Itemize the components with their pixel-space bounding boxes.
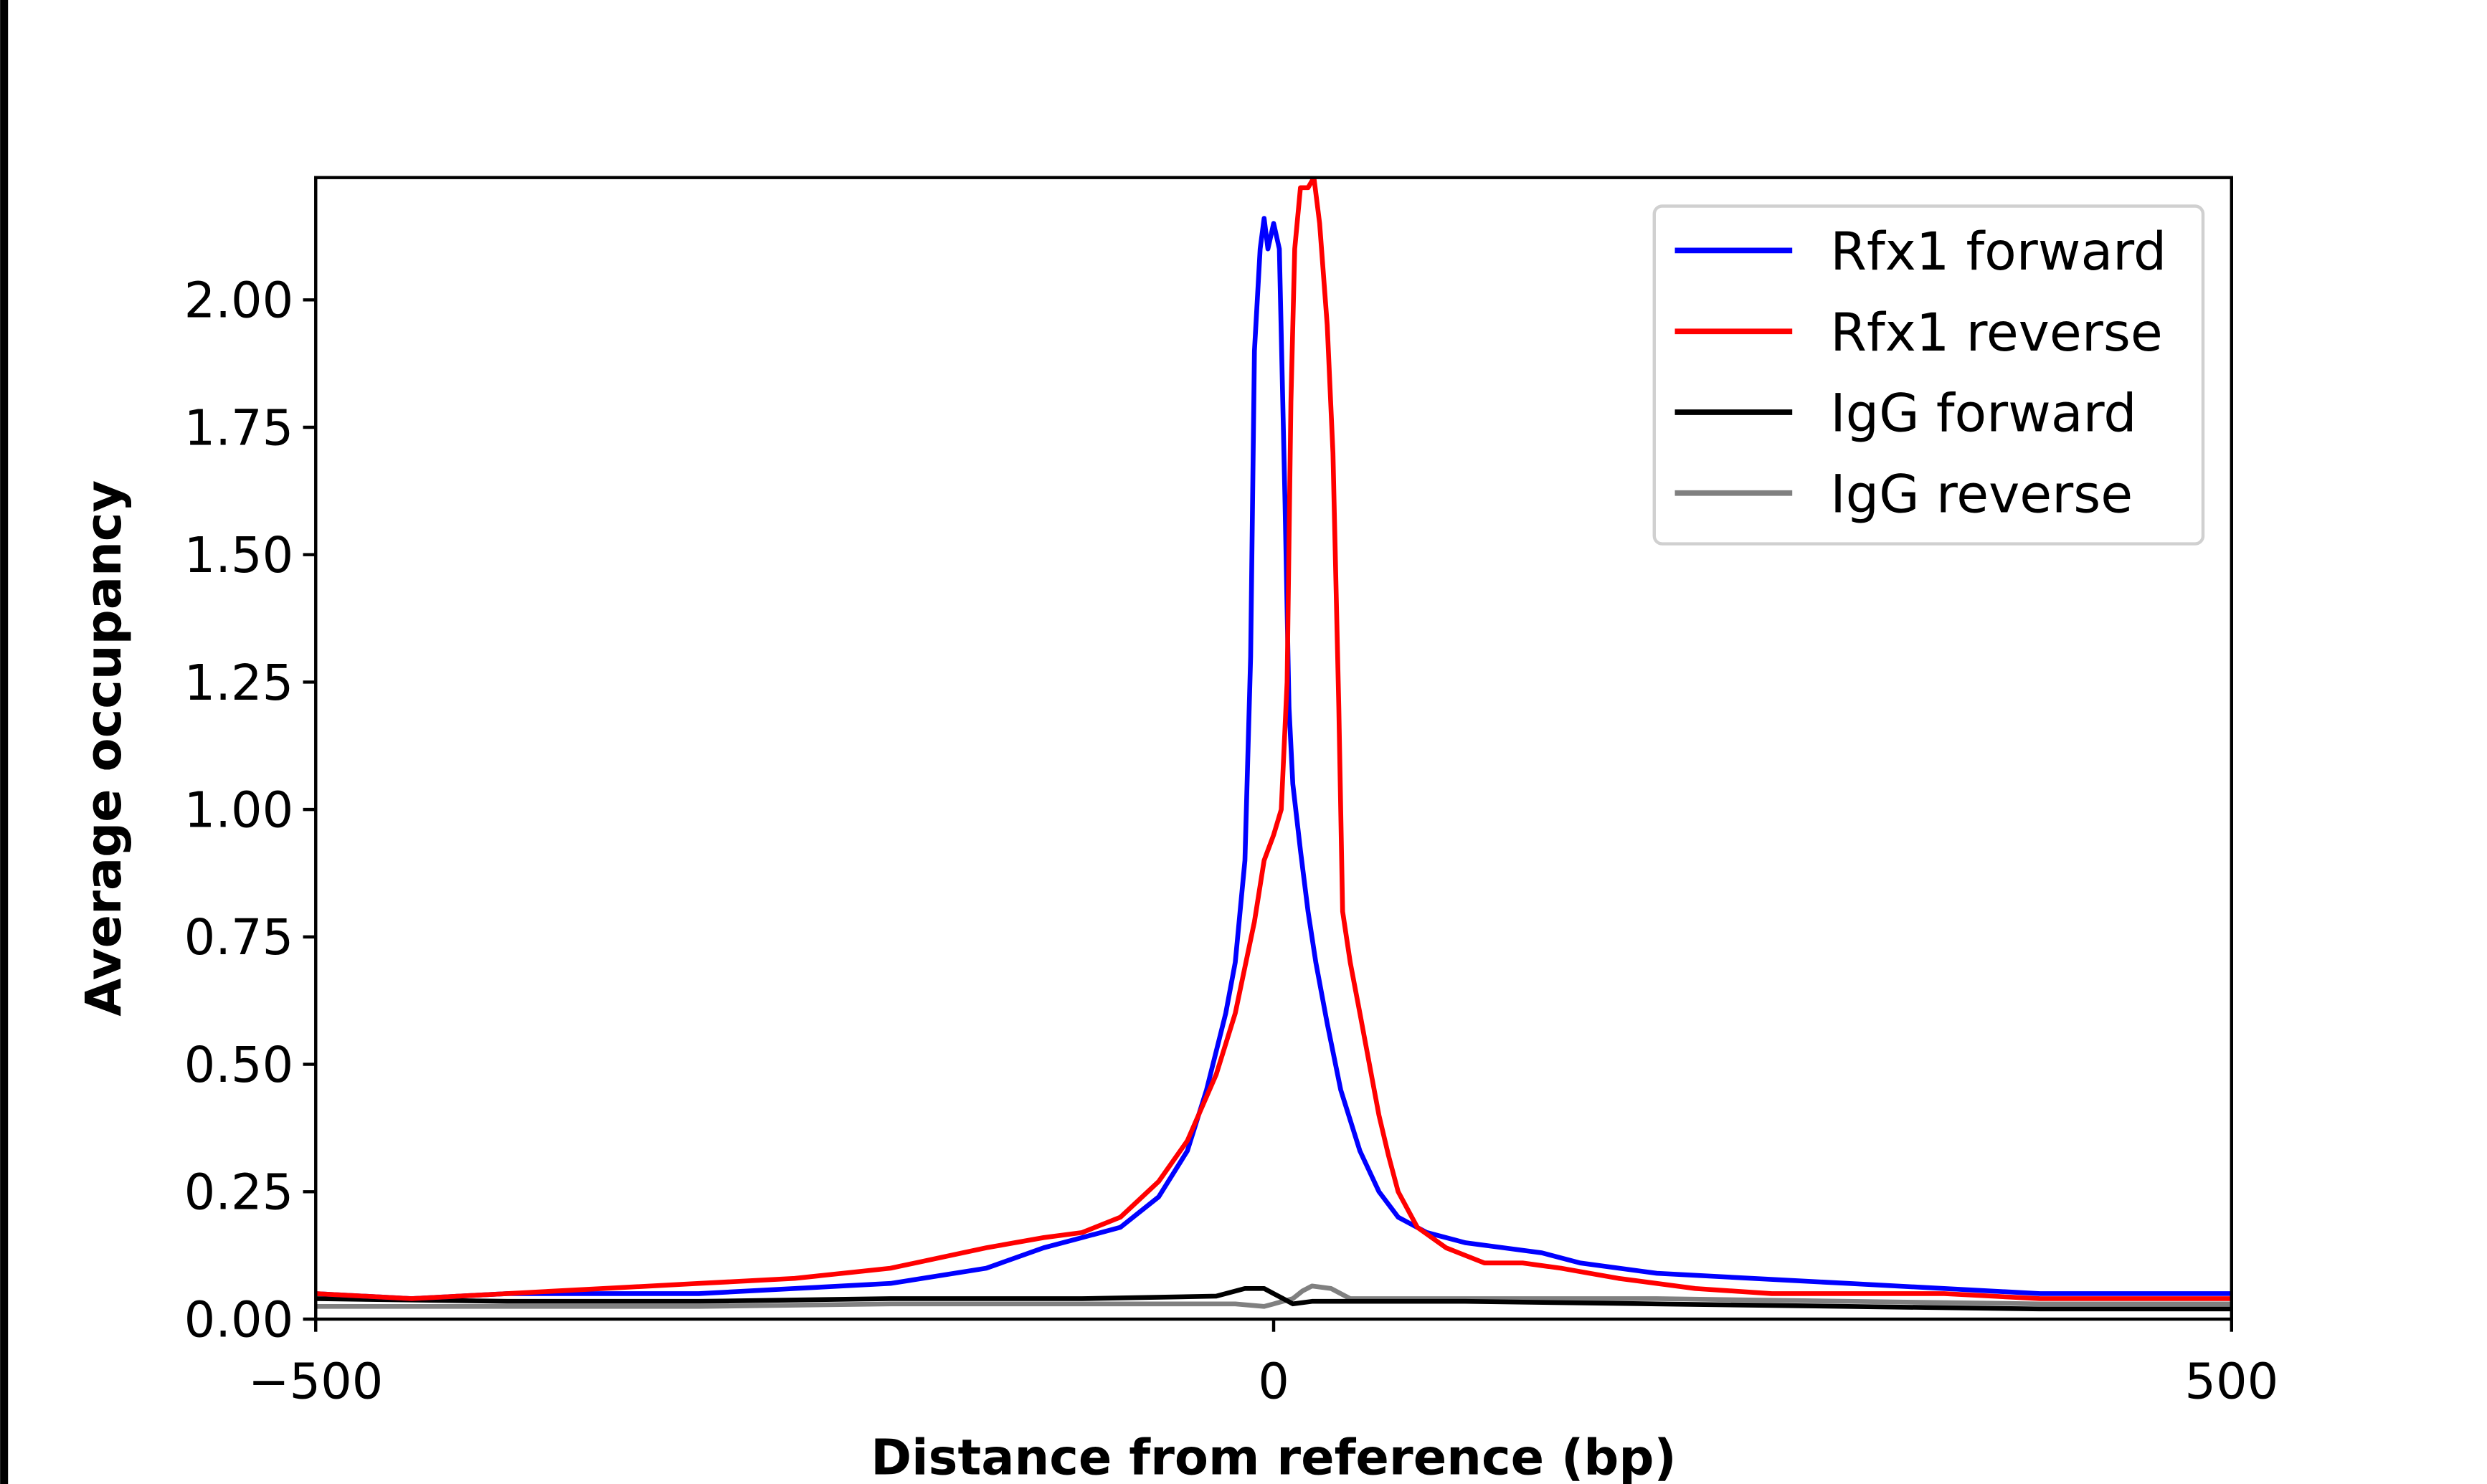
x-tick-label: 0 [1258, 1354, 1289, 1411]
y-axis: 0.00 0.25 0.50 0.75 1.00 1.25 1.50 1.75 2.00 [184, 272, 316, 1349]
legend-label: IgG forward [1830, 384, 2136, 444]
legend-box [1652, 204, 2205, 546]
series-lines [316, 177, 2232, 1312]
x-tick-label: −500 [248, 1354, 383, 1411]
y-tick-label: 0.25 [184, 1164, 294, 1222]
legend-label: Rfx1 forward [1830, 222, 2166, 282]
x-axis: −500 0 500 [248, 1319, 2278, 1411]
y-tick-label: 0.75 [184, 909, 294, 966]
x-tick-label: 500 [2184, 1354, 2278, 1411]
legend: Rfx1 forward Rfx1 reverse IgG forward IgG r… [1652, 204, 2205, 546]
y-tick-label: 0.50 [184, 1037, 294, 1094]
series-line-igg-forward [316, 1286, 2232, 1312]
legend-label: Rfx1 reverse [1830, 303, 2162, 363]
series-line-rfx1-forward [316, 216, 2232, 1301]
y-tick-label: 0.00 [184, 1291, 294, 1349]
left-border [0, 0, 9, 1484]
series-line-rfx1-reverse [316, 177, 2232, 1301]
y-tick-label: 1.50 [184, 527, 294, 584]
x-axis-label: Distance from reference (bp) [871, 1430, 1677, 1484]
series-line-igg-reverse [316, 1283, 2232, 1309]
legend-label: IgG reverse [1830, 464, 2133, 525]
y-tick-label: 2.00 [184, 272, 294, 330]
y-tick-label: 1.75 [184, 399, 294, 457]
y-axis-label: Average occupancy [75, 480, 133, 1017]
y-tick-label: 1.00 [184, 781, 294, 839]
y-tick-label: 1.25 [184, 655, 294, 712]
